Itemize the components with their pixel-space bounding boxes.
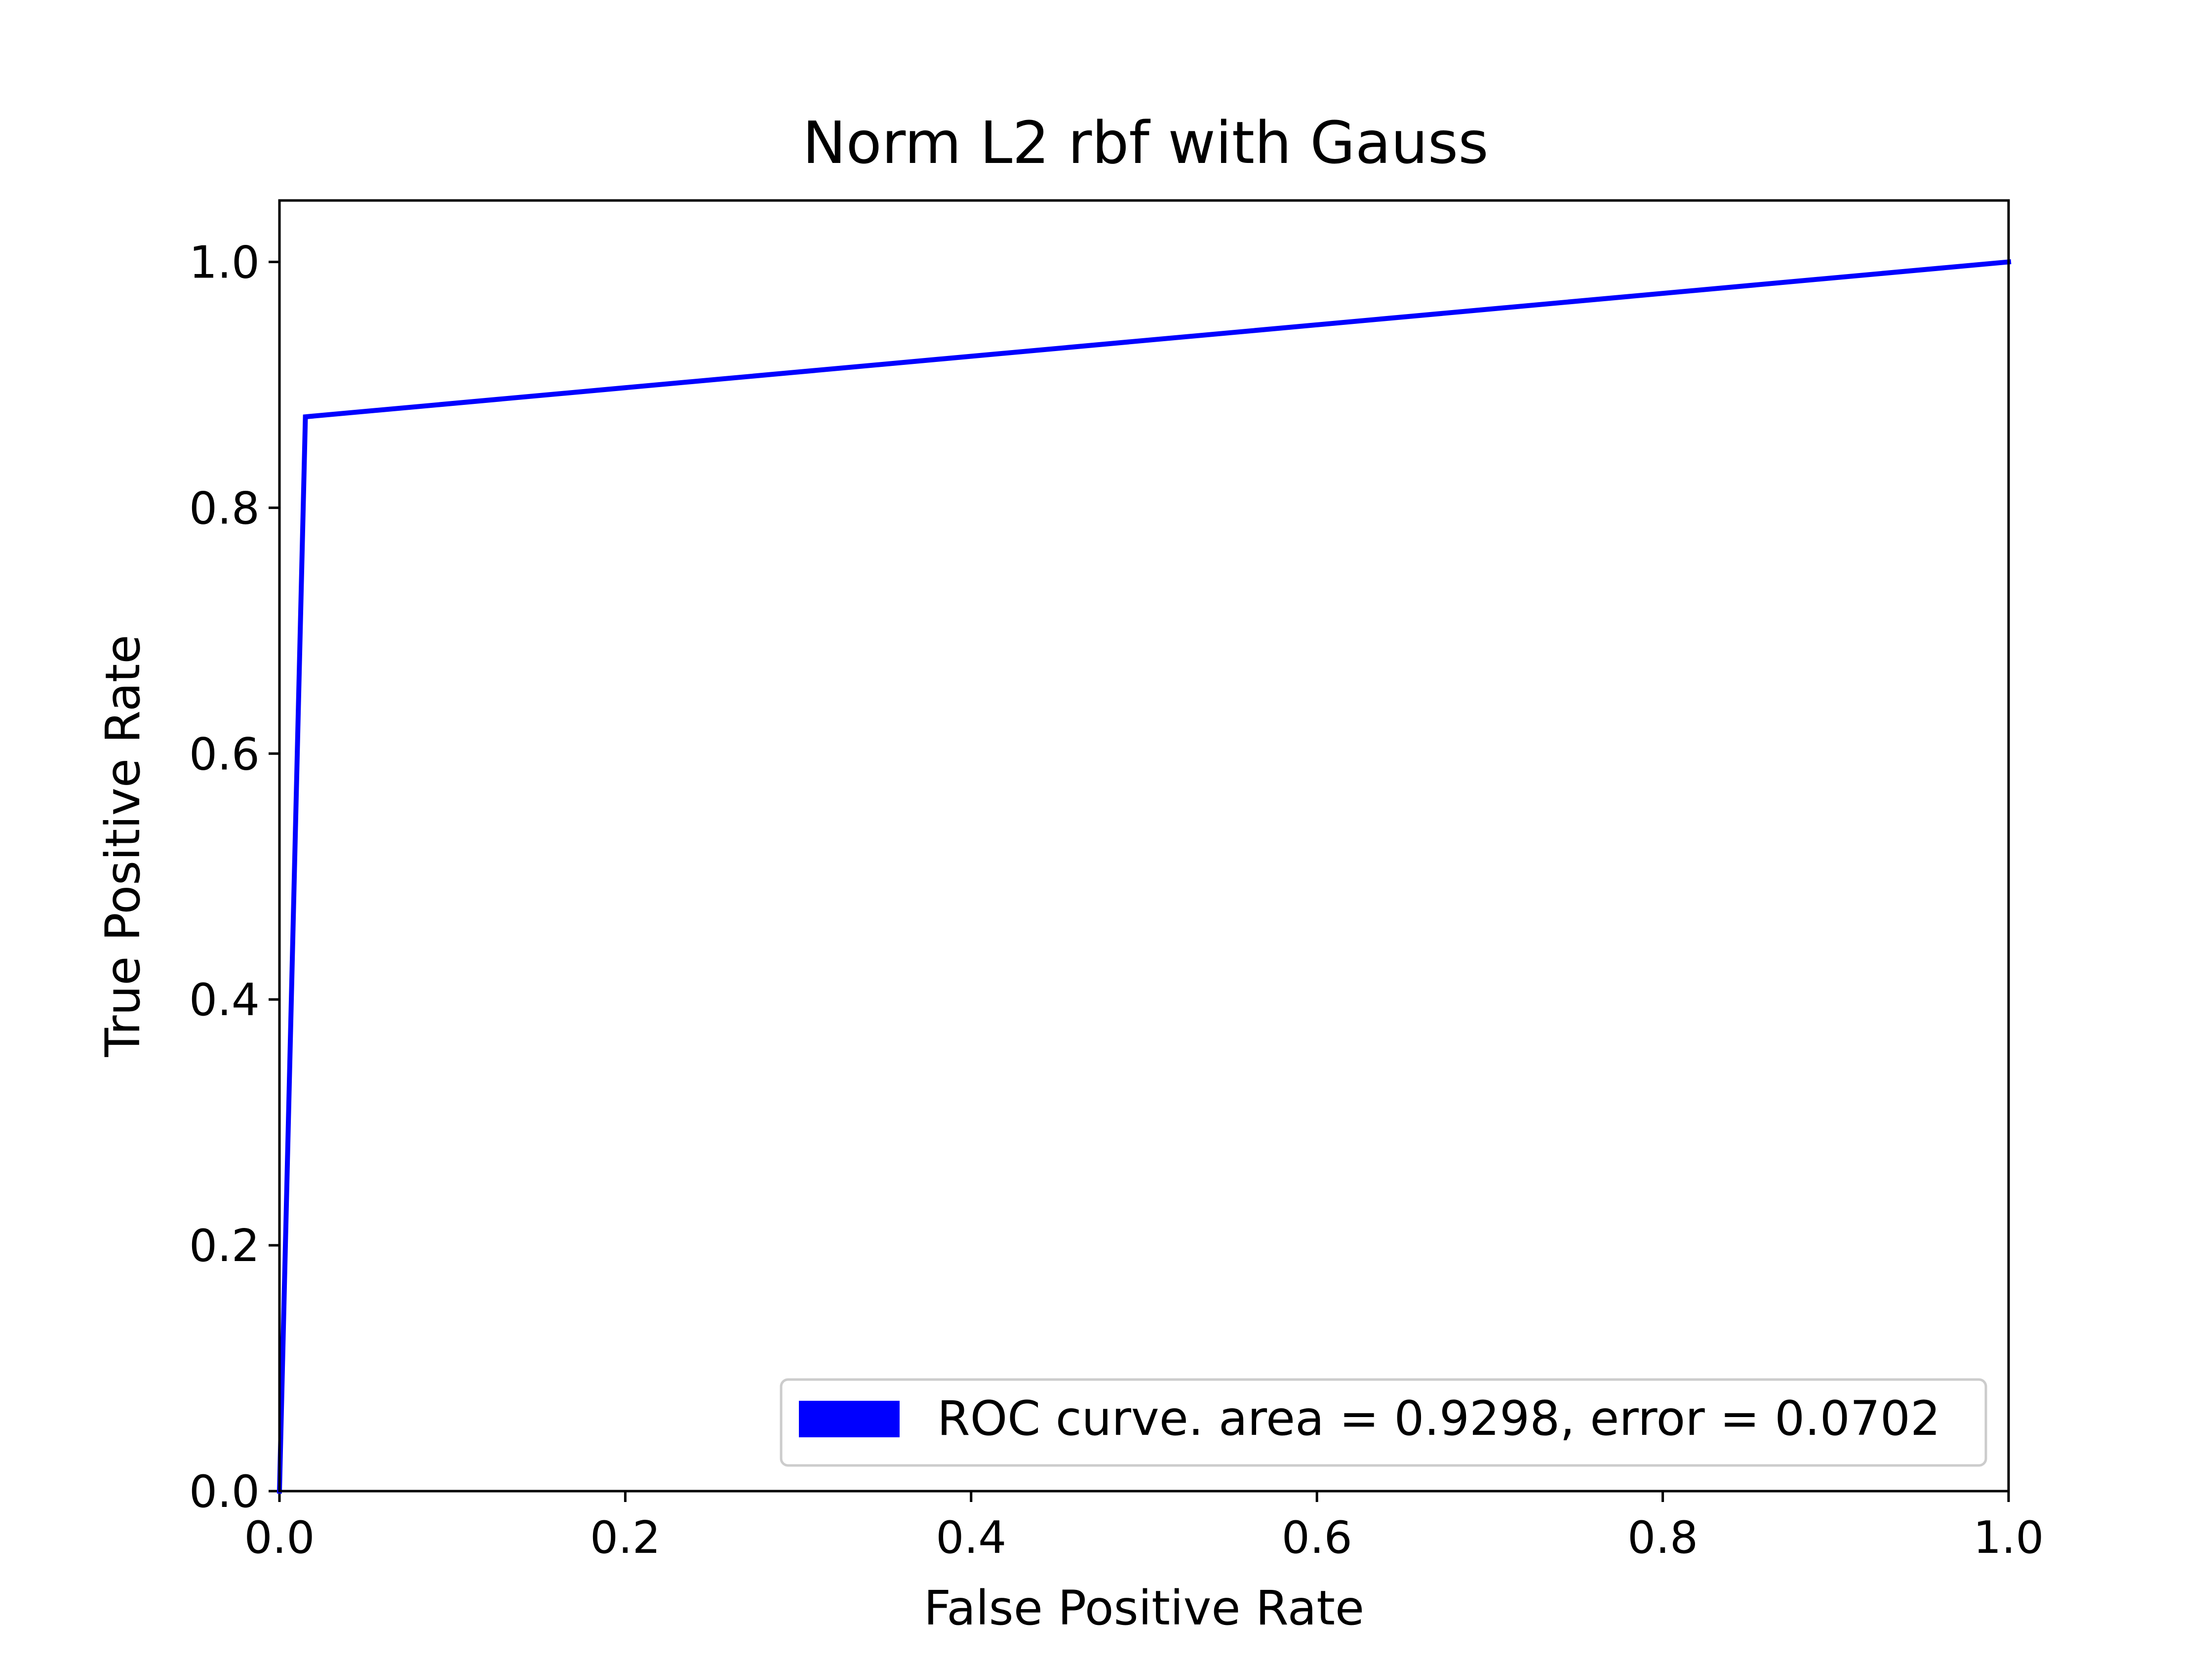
x-tick-label: 1.0 bbox=[1973, 1512, 2044, 1564]
x-tick-label: 0.8 bbox=[1627, 1512, 1698, 1564]
legend-swatch bbox=[799, 1401, 900, 1437]
legend-box bbox=[780, 1378, 1987, 1467]
x-axis-label: False Positive Rate bbox=[924, 1580, 1364, 1636]
x-tick-label: 0.2 bbox=[590, 1512, 661, 1564]
y-axis-label: True Positive Rate bbox=[95, 634, 151, 1057]
legend: ROC curve. area = 0.9298, error = 0.0702 bbox=[780, 1378, 1987, 1467]
x-axis-ticks: 0.0 0.2 0.4 0.6 0.8 1.0 bbox=[244, 1491, 2044, 1564]
y-tick-label: 0.6 bbox=[189, 728, 260, 780]
x-tick-label: 0.0 bbox=[244, 1512, 315, 1564]
series-layer bbox=[276, 259, 2012, 1494]
y-axis-ticks: 0.0 0.2 0.4 0.6 0.8 1.0 bbox=[189, 237, 279, 1518]
x-tick-label: 0.4 bbox=[936, 1512, 1006, 1564]
plot-area bbox=[279, 200, 2009, 1491]
y-tick-label: 0.4 bbox=[189, 974, 260, 1026]
y-tick-label: 0.8 bbox=[189, 482, 260, 534]
chart-title: Norm L2 rbf with Gauss bbox=[802, 109, 1489, 177]
legend-label: ROC curve. area = 0.9298, error = 0.0702 bbox=[937, 1391, 1940, 1446]
x-tick-label: 0.6 bbox=[1282, 1512, 1352, 1564]
y-tick-label: 0.2 bbox=[189, 1220, 260, 1272]
roc-curve-line bbox=[276, 259, 2012, 1494]
plot-frame bbox=[278, 199, 2010, 1493]
y-tick-label: 0.0 bbox=[189, 1466, 260, 1518]
y-tick-label: 1.0 bbox=[189, 237, 260, 288]
